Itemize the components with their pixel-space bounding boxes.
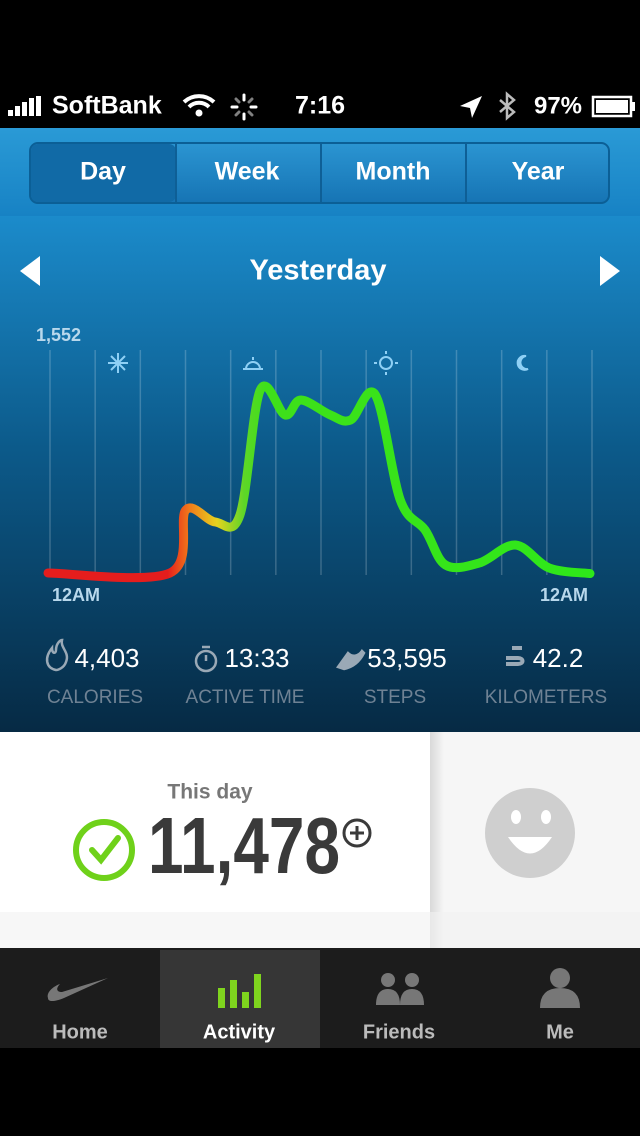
time-of-day-icons [108,351,529,375]
plus [350,826,364,840]
smiley-eye [511,810,521,824]
selected-tab [160,950,320,1048]
stat-value: 13:33 [224,643,289,673]
nike-swoosh [47,978,108,1001]
status-bar-bg [0,0,640,128]
activity-chart: 12AM 12AM 1,552 [36,325,595,605]
battery-tip [632,102,635,111]
smiley[interactable] [485,788,575,878]
stat-value: 53,595 [367,643,447,673]
period-tab[interactable]: Day [80,158,126,186]
smiley-mouth [508,837,552,854]
y-tick-label: 1,552 [36,325,81,345]
battery-level: 97% [534,92,582,119]
plus-circle[interactable] [342,818,372,848]
stat-icons [45,638,525,673]
activity-icon [218,974,261,1008]
selected-segment [31,144,176,202]
x-tick-label: 12AM [52,585,100,605]
bluetooth-icon [499,91,516,121]
tab-label[interactable]: Home [52,1021,108,1043]
tab-labels: Home Activity Friends Me [52,1021,574,1043]
period-tab[interactable]: Month [356,158,431,186]
activity-line [43,381,595,583]
tab-label[interactable]: Friends [363,1021,435,1043]
goal-check [89,835,121,865]
next-arrow[interactable] [600,256,620,286]
period-tab[interactable]: Week [215,158,280,186]
period-tab[interactable]: Year [512,158,565,186]
stat-value: 42.2 [533,643,584,673]
spinner [230,93,258,121]
x-tick-label: 12AM [540,585,588,605]
panel-shadow [430,732,444,948]
summary-title: This day [167,781,253,804]
stat-value: 4,403 [74,643,139,673]
chart-panel [0,216,640,732]
signal [8,96,41,116]
me-icon [540,968,580,1008]
battery-icon [591,95,633,118]
clock: 7:16 [295,92,345,120]
segment-dividers [175,144,467,202]
smiley-eye [541,810,551,824]
tab-label[interactable]: Me [546,1021,574,1043]
stat-label: STEPS [364,687,426,708]
location-icon [460,96,482,118]
battery-fill [596,100,628,113]
carrier: SoftBank [52,92,162,120]
friends-icon [376,973,424,1005]
date-title: Yesterday [249,255,386,287]
wifi-dot [195,109,203,117]
fuel-total: 11,478 [148,801,340,890]
wifi-icon [182,94,216,109]
stat-label: ACTIVE TIME [186,687,305,708]
goal-check-ring [73,819,135,881]
tab-label[interactable]: Activity [203,1021,276,1043]
stat-label: KILOMETERS [485,687,607,708]
stat-label: CALORIES [47,687,143,708]
panel-fade [0,912,640,948]
prev-arrow[interactable] [20,256,40,286]
stats-row: 4,403 CALORIES 13:33 ACTIVE TIME 53,595 STEPS… [47,643,607,708]
